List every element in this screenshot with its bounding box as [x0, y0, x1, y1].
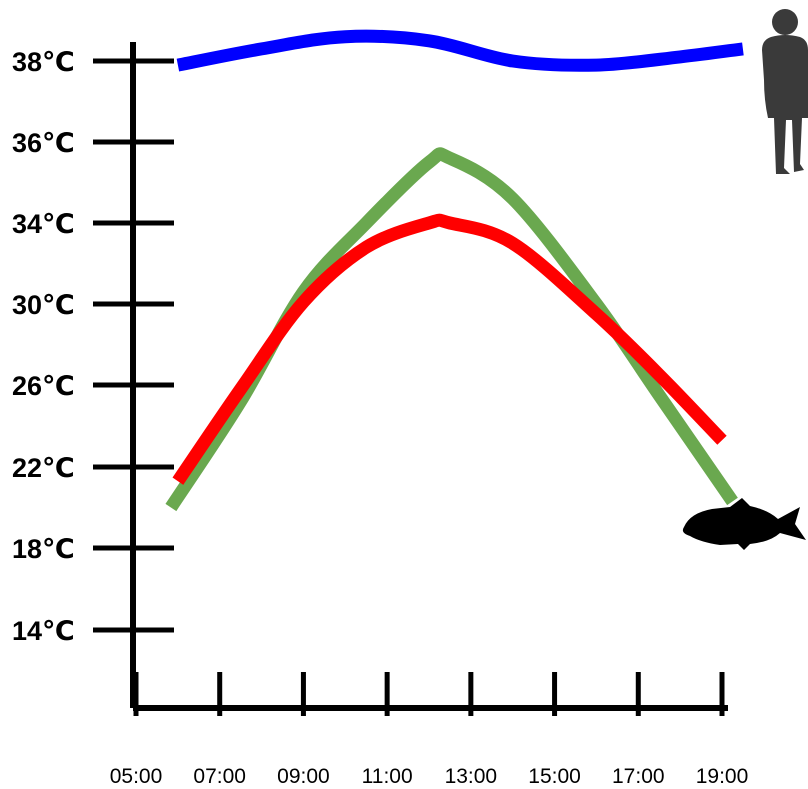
y-tick-label: 30℃: [12, 290, 75, 320]
person-silhouette-icon: [762, 9, 808, 174]
x-tick-label: 07:00: [193, 765, 246, 788]
blue-series-line: [176, 29, 744, 72]
x-tick-label: 11:00: [362, 765, 413, 788]
x-tick-label: 17:00: [612, 765, 665, 788]
y-tick-label: 14℃: [12, 616, 75, 646]
x-tick-label: 09:00: [277, 765, 330, 788]
y-tick-label: 22℃: [12, 453, 75, 483]
x-ticks: 05:00 07:00 09:00 11:00 13:00 15:00 17:00 19:00: [110, 672, 749, 788]
y-tick-label: 18℃: [12, 534, 75, 564]
x-tick-label: 05:00: [110, 765, 163, 788]
green-series-line: [165, 147, 738, 512]
y-tick-label: 36℃: [12, 128, 75, 158]
fish-silhouette-icon: [682, 498, 806, 550]
series-layer: [165, 29, 744, 512]
y-tick-label: 38℃: [12, 47, 75, 77]
red-series-line: [172, 213, 727, 485]
y-ticks: 38℃ 36℃ 34℃ 30℃ 26℃ 22℃ 18℃ 14℃: [12, 47, 174, 646]
axes: [130, 42, 728, 711]
x-tick-label: 19:00: [696, 765, 749, 788]
x-tick-label: 15:00: [528, 765, 581, 788]
y-tick-label: 26℃: [12, 371, 75, 401]
x-tick-label: 13:00: [445, 765, 498, 788]
y-tick-label: 34℃: [12, 209, 75, 239]
